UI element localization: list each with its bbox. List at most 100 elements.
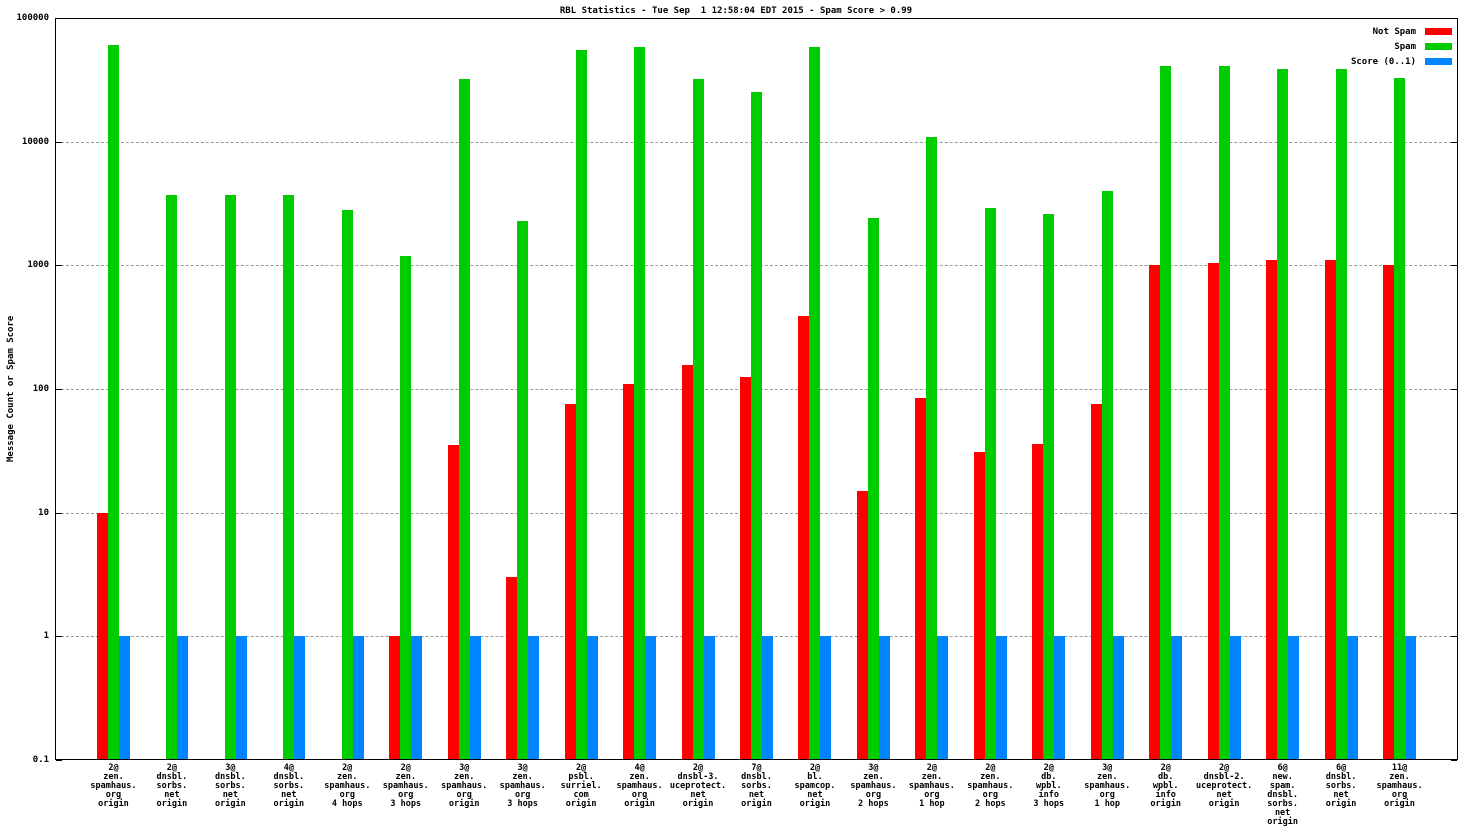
bar-not-spam: [798, 315, 810, 760]
bar-spam: [984, 208, 996, 760]
x-tick-label: 3@ zen. spamhaus. org 2 hops: [828, 764, 918, 809]
bar-spam: [400, 255, 412, 760]
y-tick-mark: [1451, 265, 1457, 266]
x-tick-label-line: zen.: [337, 772, 358, 782]
x-tick-label-line: spamhaus.: [382, 781, 429, 791]
x-tick-label: 2@ dnsbl. sorbs. net origin: [127, 764, 217, 809]
bar-spam: [1394, 77, 1406, 760]
x-tick-label-line: dnsbl.: [1267, 790, 1298, 800]
bar-spam: [926, 136, 938, 760]
bar-spam: [224, 195, 236, 760]
x-tick-label-line: 2@: [692, 763, 704, 773]
x-tick-label-line: 2@: [926, 763, 937, 773]
x-tick-label-line: org: [105, 790, 122, 800]
y-tick-mark: [56, 389, 62, 390]
bar-spam: [751, 92, 762, 760]
x-tick-label: 2@ zen. spamhaus. org 2 hops: [945, 764, 1035, 809]
bar-not-spam: [1090, 404, 1102, 760]
x-tick-label-line: dnsbl.: [741, 772, 772, 782]
bar-score-0-1-: [820, 636, 832, 760]
x-tick-label-line: 1 hop: [1094, 799, 1121, 809]
x-tick-label-line: origin: [624, 799, 655, 809]
x-tick-label-line: spamhaus.: [1376, 781, 1423, 791]
bar-score-0-1-: [1171, 636, 1183, 760]
bar-not-spam: [623, 383, 635, 760]
x-tick-label: 3@ zen. spamhaus. org origin: [419, 764, 509, 809]
x-tick-label-line: 3 hops: [507, 799, 539, 809]
bar-spam: [692, 79, 704, 760]
x-tick-label-line: org: [631, 790, 648, 800]
x-tick-label-line: zen.: [629, 772, 650, 782]
x-tick-label-line: sorbs.: [1267, 799, 1298, 809]
bar-spam: [341, 210, 353, 760]
x-tick-label-line: origin: [741, 799, 772, 809]
x-tick-label-line: origin: [682, 799, 714, 809]
legend-label: Score (0..1): [1350, 56, 1416, 67]
y-tick-label: 1000: [27, 260, 49, 270]
x-tick-label-line: zen.: [980, 772, 1001, 782]
bar-spam: [458, 79, 470, 760]
y-tick-mark: [56, 513, 62, 514]
bar-score-0-1-: [177, 636, 189, 760]
bar-spam: [634, 47, 646, 760]
x-tick-label: 2@ dnsbl-2. uceprotect. net origin: [1179, 764, 1269, 809]
x-tick-label-line: bl.: [807, 772, 823, 782]
x-tick-label-line: org: [1099, 790, 1115, 800]
x-tick-label-line: 1 hop: [919, 799, 945, 809]
x-tick-label-line: zen.: [103, 772, 124, 782]
y-tick-label: 100: [32, 384, 49, 394]
x-tick-label: 11@ zen. spamhaus. org origin: [1355, 764, 1445, 809]
x-tick-label-line: zen.: [921, 772, 943, 782]
x-tick-label-line: net: [1333, 790, 1349, 800]
bar-score-0-1-: [1054, 636, 1066, 760]
x-tick-label-line: db.: [1041, 772, 1057, 782]
x-tick-label-line: 3 hops: [390, 799, 422, 809]
x-tick-label-line: zen.: [395, 772, 416, 782]
x-tick-label-line: uceprotect.: [1196, 781, 1253, 791]
legend-swatch: [1425, 58, 1452, 65]
bar-spam: [1335, 68, 1347, 760]
bar-not-spam: [856, 490, 868, 760]
bar-spam: [283, 195, 295, 760]
x-tick-label: 3@ zen. spamhaus. org 1 hop: [1062, 764, 1152, 809]
x-tick-label-line: spamhaus.: [324, 781, 371, 791]
bar-score-0-1-: [352, 636, 364, 760]
x-tick-label-line: 3@: [225, 763, 236, 773]
x-tick-label: 2@ dnsbl-3. uceprotect. net origin: [653, 764, 743, 809]
bar-spam: [867, 218, 879, 760]
y-tick-mark: [1451, 636, 1457, 637]
bar-not-spam: [681, 365, 693, 760]
legend-entry: Score (0..1): [1351, 54, 1452, 69]
legend-swatch: [1425, 28, 1452, 35]
x-tick-label-line: net: [690, 790, 706, 800]
bar-spam: [1277, 68, 1289, 760]
x-tick-label-line: 2 hops: [974, 799, 1006, 809]
y-tick-mark: [56, 142, 62, 143]
bar-score-0-1-: [118, 636, 130, 760]
x-tick-label-line: origin: [565, 799, 597, 809]
x-tick-label-line: sorbs.: [273, 781, 305, 791]
x-tick-label-line: 2@: [1160, 763, 1171, 773]
x-tick-label-line: psbl.: [568, 772, 594, 782]
x-tick-label-line: spamhaus.: [90, 781, 137, 791]
bar-score-0-1-: [878, 636, 890, 760]
bar-spam: [1218, 65, 1230, 760]
y-tick-label: 1: [43, 631, 49, 641]
y-tick-mark: [1451, 513, 1457, 514]
x-tick-label: 2@ zen. spamhaus. org 1 hop: [887, 764, 977, 809]
x-tick-label: 7@ dnsbl. sorbs. net origin: [712, 764, 802, 809]
y-tick-mark: [1451, 142, 1457, 143]
bar-not-spam: [1266, 260, 1278, 760]
x-tick-label-line: 2@: [342, 763, 353, 773]
x-tick-label-line: dnsbl.: [273, 772, 305, 782]
x-tick-label-line: spamcop.: [794, 781, 836, 791]
x-tick-label-line: 2@: [166, 763, 178, 773]
x-tick-label: 2@ bl. spamcop. net origin: [770, 764, 860, 809]
legend-label: Spam: [1394, 41, 1416, 52]
x-tick-label-line: sorbs.: [215, 781, 246, 791]
x-tick-label-line: 11@: [1391, 763, 1408, 773]
x-tick-label-line: origin: [215, 799, 246, 809]
bar-not-spam: [1324, 260, 1336, 760]
x-tick-label-line: wpbl.: [1035, 781, 1062, 791]
x-tick-label-line: com: [573, 790, 589, 800]
